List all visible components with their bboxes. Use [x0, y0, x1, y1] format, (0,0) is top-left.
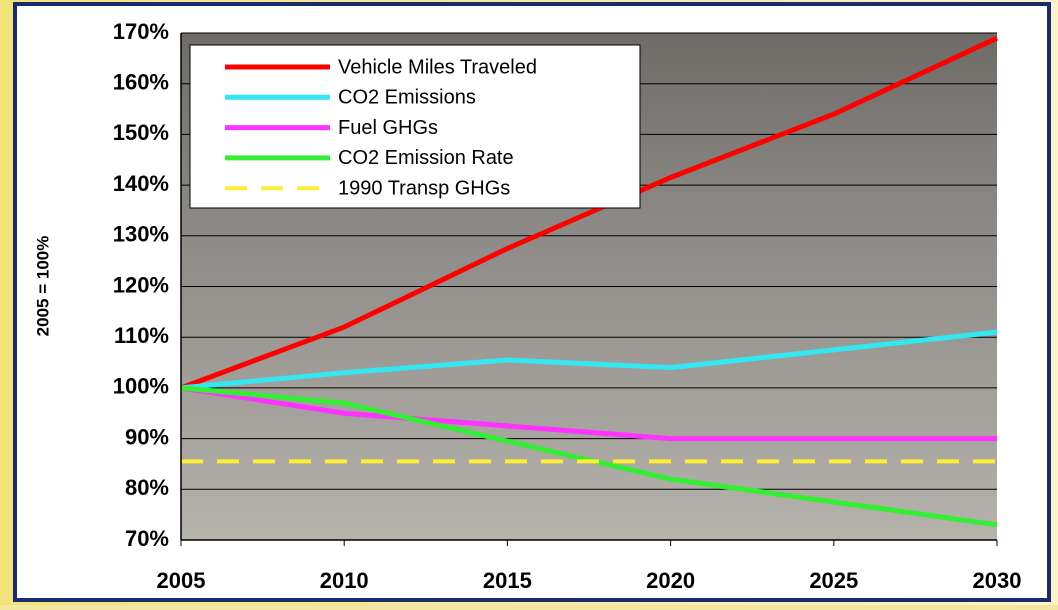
legend-label: CO2 Emission Rate [338, 147, 514, 169]
y-tick-label: 80% [125, 475, 169, 500]
y-tick-label: 140% [113, 171, 169, 196]
x-tick-label: 2025 [809, 568, 858, 593]
y-tick-label: 70% [125, 526, 169, 551]
y-axis-label: 2005 = 100% [33, 236, 52, 337]
series-line [180, 385, 997, 442]
x-tick-label: 2005 [157, 568, 206, 593]
lines [180, 35, 999, 528]
y-tick-label: 170% [113, 19, 169, 44]
legend-label: Fuel GHGs [338, 117, 438, 139]
series-line [180, 35, 999, 391]
legend-entries: Vehicle Miles Traveled CO2 Emissions Fuel … [225, 56, 537, 199]
y-tick-label: 110% [114, 323, 169, 348]
legend-label: CO2 Emissions [338, 87, 476, 109]
legend-label: Vehicle Miles Traveled [338, 56, 537, 78]
x-tick-label: 2030 [973, 568, 1022, 593]
x-tick-label: 2010 [320, 568, 369, 593]
y-tick-label: 120% [113, 272, 169, 297]
y-tick-label: 100% [113, 374, 169, 399]
y-tick-label: 150% [113, 120, 169, 145]
y-tick-label: 90% [125, 424, 169, 449]
y-tick-label: 160% [113, 70, 169, 95]
y-tick-label: 130% [113, 222, 169, 247]
x-tick-label: 2020 [646, 568, 695, 593]
legend-label: 1990 Transp GHGs [338, 177, 510, 199]
x-tick-label: 2015 [483, 568, 532, 593]
series-line [180, 329, 998, 391]
